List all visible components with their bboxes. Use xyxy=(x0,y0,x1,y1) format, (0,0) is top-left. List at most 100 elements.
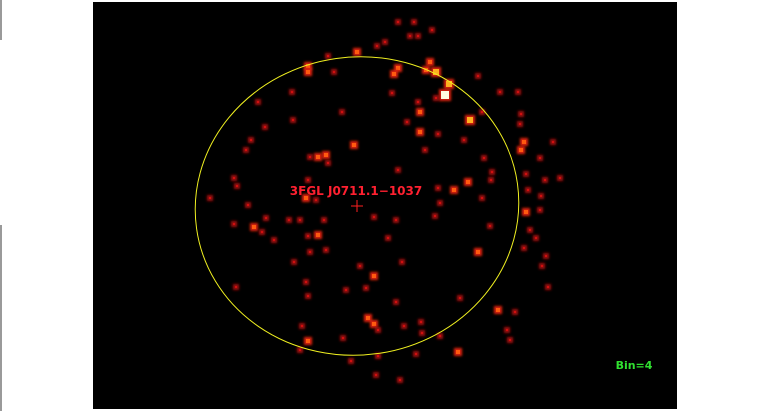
count xyxy=(395,301,397,303)
count xyxy=(506,329,508,331)
count xyxy=(345,289,347,291)
count xyxy=(539,157,541,159)
count xyxy=(306,64,310,68)
count xyxy=(431,29,433,31)
count xyxy=(424,149,426,151)
count xyxy=(397,169,399,171)
count xyxy=(265,217,267,219)
count xyxy=(375,374,377,376)
count xyxy=(481,197,483,199)
count xyxy=(333,71,335,73)
count xyxy=(437,133,439,135)
count xyxy=(483,157,485,159)
count xyxy=(236,185,238,187)
count xyxy=(439,335,441,337)
count xyxy=(403,325,405,327)
count xyxy=(247,204,249,206)
window-edge xyxy=(0,225,2,411)
count xyxy=(524,210,528,214)
window-edge xyxy=(0,0,2,40)
count xyxy=(307,295,309,297)
count xyxy=(315,199,317,201)
count xyxy=(264,126,266,128)
count xyxy=(523,247,525,249)
count xyxy=(435,97,437,99)
count xyxy=(514,311,516,313)
count xyxy=(307,179,309,181)
count xyxy=(372,322,376,326)
count xyxy=(437,187,439,189)
count xyxy=(456,350,460,354)
count xyxy=(467,117,473,123)
count xyxy=(372,274,376,278)
count xyxy=(250,139,252,141)
count xyxy=(261,231,263,233)
count xyxy=(477,75,479,77)
count xyxy=(392,72,396,76)
count xyxy=(376,45,378,47)
count xyxy=(301,325,303,327)
count xyxy=(540,195,542,197)
count xyxy=(245,149,247,151)
count xyxy=(377,355,379,357)
count xyxy=(418,110,422,114)
count xyxy=(490,179,492,181)
count xyxy=(391,92,393,94)
count xyxy=(552,141,554,143)
count xyxy=(459,297,461,299)
count xyxy=(235,286,237,288)
count xyxy=(489,225,491,227)
count xyxy=(355,50,359,54)
count xyxy=(359,265,361,267)
count xyxy=(499,91,501,93)
count xyxy=(288,219,290,221)
count xyxy=(365,287,367,289)
count xyxy=(413,21,415,23)
count xyxy=(252,225,256,229)
count xyxy=(257,101,259,103)
count xyxy=(535,237,537,239)
count xyxy=(415,353,417,355)
count xyxy=(401,261,403,263)
count xyxy=(209,197,211,199)
count xyxy=(292,119,294,121)
count xyxy=(299,349,301,351)
count xyxy=(306,339,310,343)
count xyxy=(496,308,500,312)
count xyxy=(352,143,356,147)
sky-image xyxy=(93,2,677,409)
count xyxy=(441,91,449,99)
count xyxy=(309,156,311,158)
count xyxy=(434,215,436,217)
count xyxy=(476,250,480,254)
count xyxy=(491,171,493,173)
count xyxy=(293,261,295,263)
count xyxy=(341,111,343,113)
count xyxy=(396,66,400,70)
count xyxy=(305,281,307,283)
count xyxy=(417,101,419,103)
count xyxy=(366,316,370,320)
count xyxy=(306,70,310,74)
count xyxy=(519,123,521,125)
count xyxy=(325,249,327,251)
photon-counts xyxy=(207,19,563,383)
count xyxy=(417,35,419,37)
count xyxy=(384,41,386,43)
count xyxy=(527,189,529,191)
count xyxy=(544,179,546,181)
count xyxy=(406,121,408,123)
count xyxy=(421,332,423,334)
count xyxy=(316,233,320,237)
count xyxy=(409,35,411,37)
count xyxy=(323,219,325,221)
count xyxy=(525,173,527,175)
count xyxy=(387,237,389,239)
count xyxy=(433,69,439,75)
count xyxy=(509,339,511,341)
count xyxy=(559,177,561,179)
count xyxy=(539,209,541,211)
source-region xyxy=(194,56,520,356)
count xyxy=(547,286,549,288)
